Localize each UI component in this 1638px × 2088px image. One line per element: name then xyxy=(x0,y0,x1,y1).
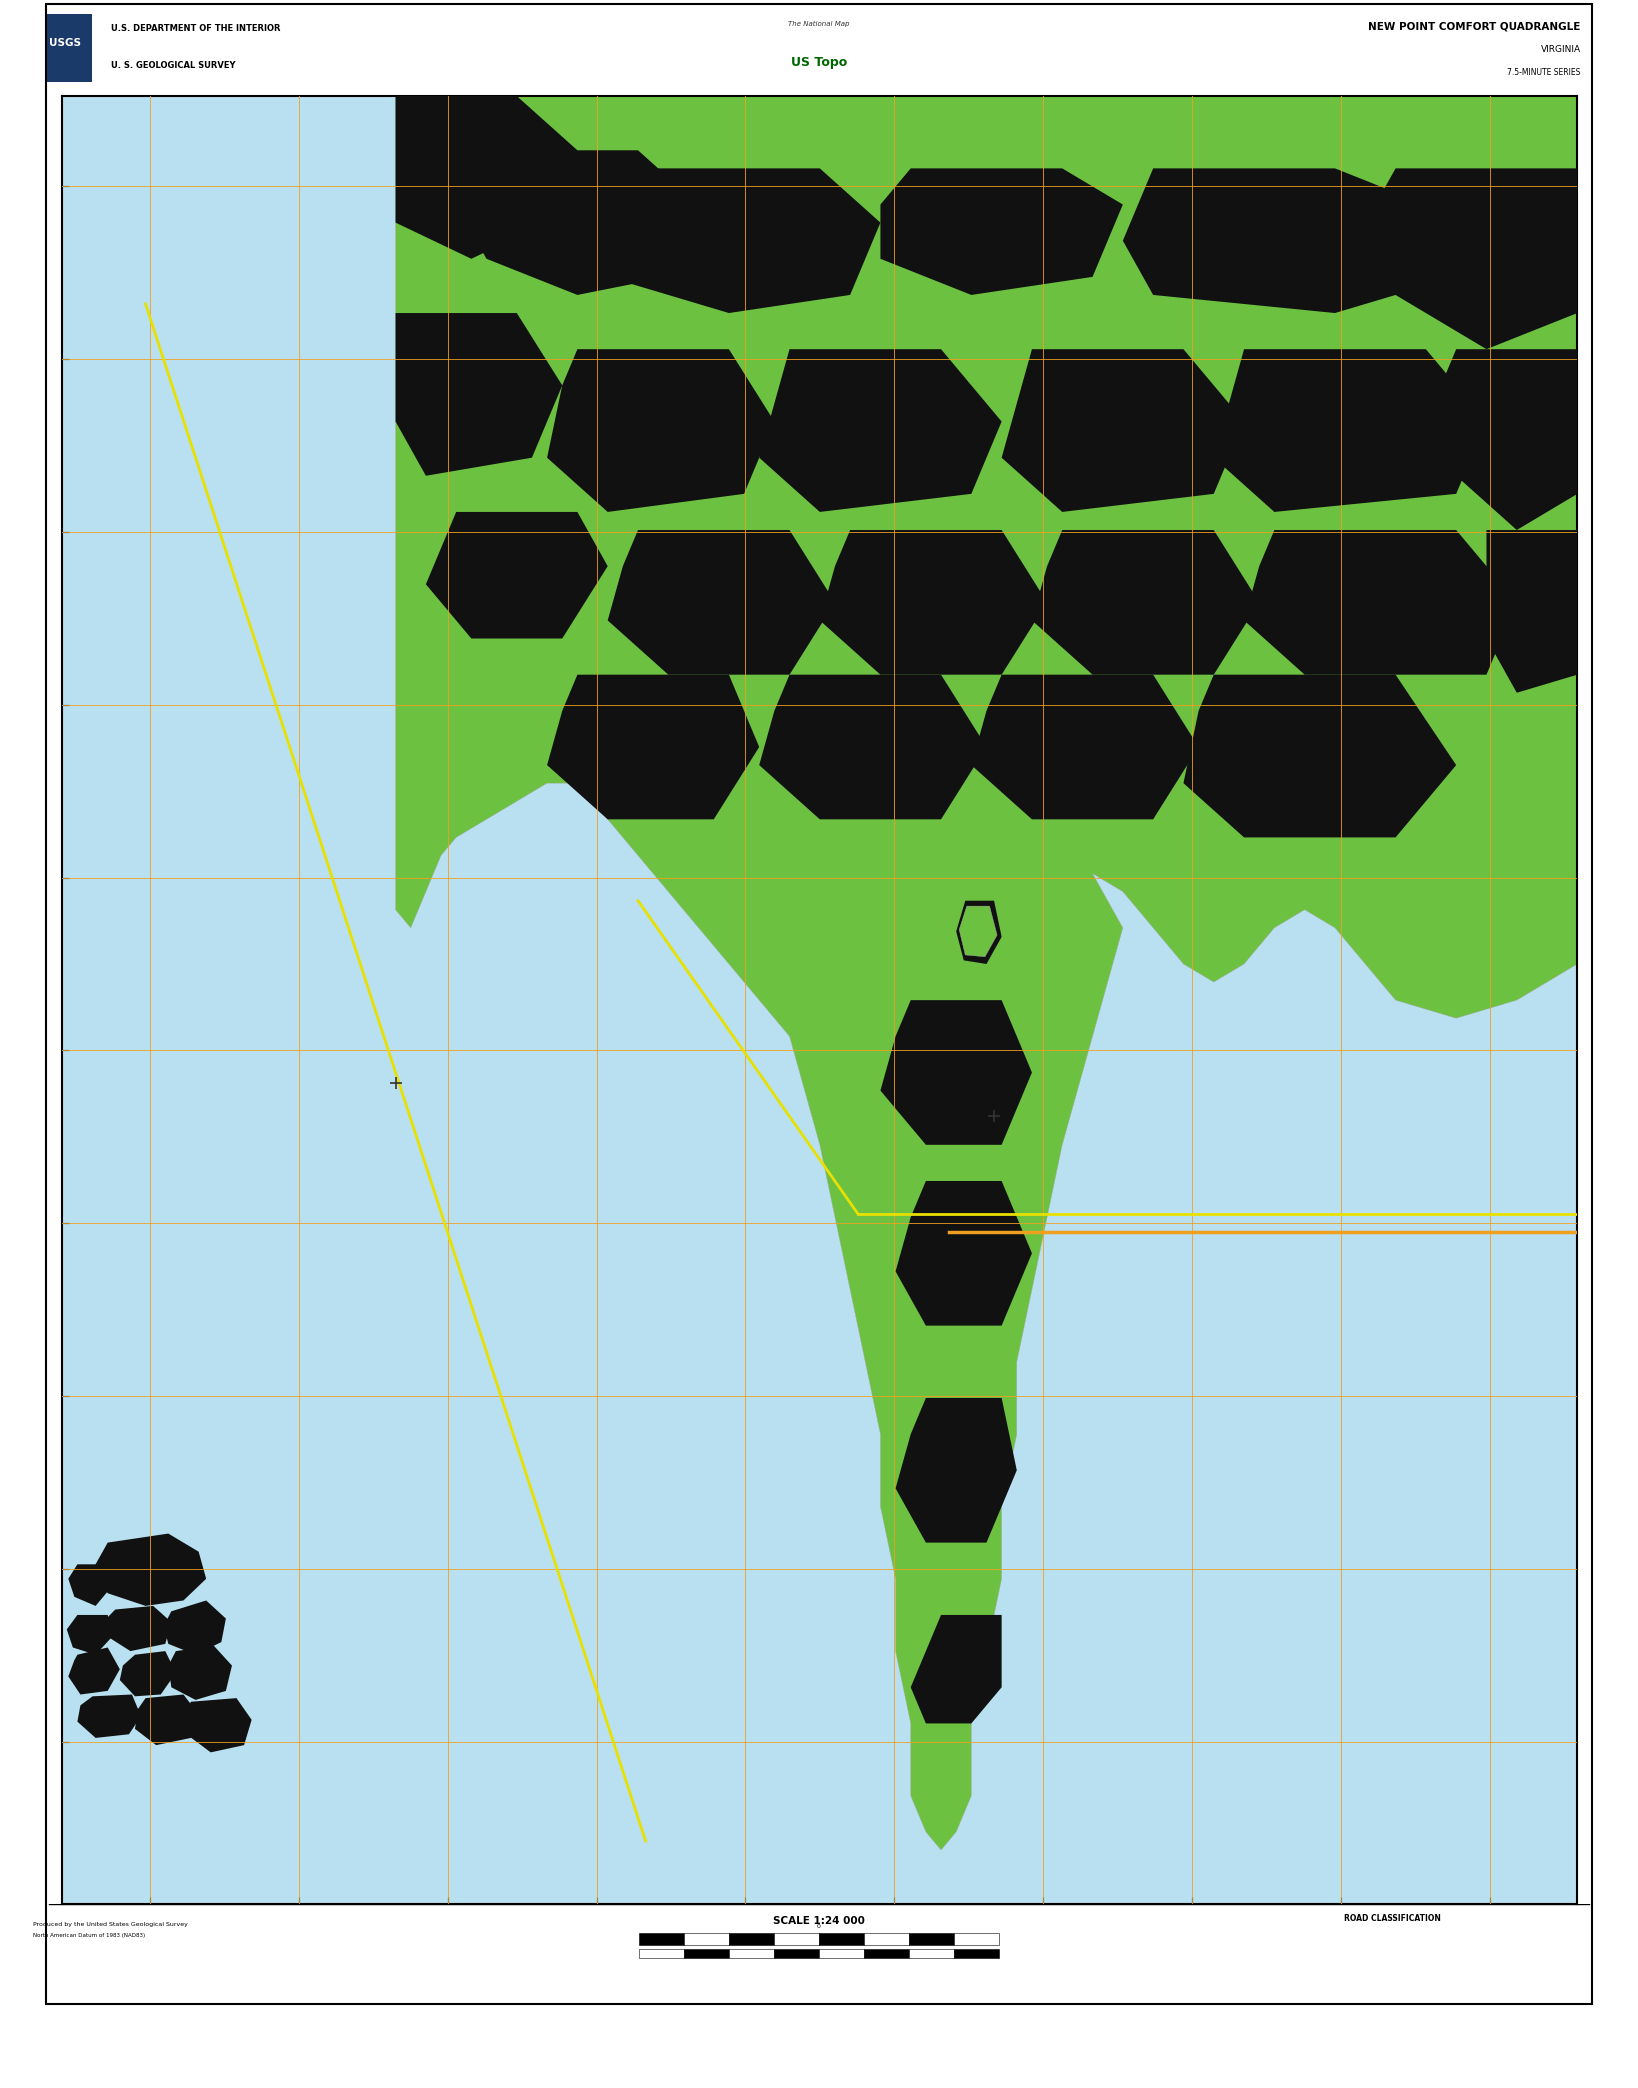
Bar xyxy=(729,1933,775,1944)
Text: 0: 0 xyxy=(817,1925,821,1929)
Bar xyxy=(909,1933,953,1944)
Polygon shape xyxy=(881,169,1124,294)
Text: SCALE 1:24 000: SCALE 1:24 000 xyxy=(773,1917,865,1925)
Polygon shape xyxy=(69,1647,120,1695)
Polygon shape xyxy=(1487,530,1577,693)
Text: VIRGINIA: VIRGINIA xyxy=(1541,46,1581,54)
Polygon shape xyxy=(120,1652,175,1695)
Text: North American Datum of 1983 (NAD83): North American Datum of 1983 (NAD83) xyxy=(33,1933,144,1938)
Polygon shape xyxy=(1183,674,1456,837)
Polygon shape xyxy=(455,150,699,294)
Polygon shape xyxy=(77,1695,141,1737)
Polygon shape xyxy=(760,674,986,818)
Polygon shape xyxy=(426,512,608,639)
Polygon shape xyxy=(547,349,775,512)
Polygon shape xyxy=(547,674,760,818)
Bar xyxy=(775,1933,819,1944)
Polygon shape xyxy=(911,1614,1002,1723)
Polygon shape xyxy=(164,1601,226,1654)
Bar xyxy=(819,1933,865,1944)
Text: NEW POINT COMFORT QUADRANGLE: NEW POINT COMFORT QUADRANGLE xyxy=(1368,21,1581,31)
Polygon shape xyxy=(896,1182,1032,1326)
Bar xyxy=(953,1933,999,1944)
Polygon shape xyxy=(957,900,1002,965)
Text: The National Map: The National Map xyxy=(788,21,850,27)
Polygon shape xyxy=(105,1606,172,1652)
Polygon shape xyxy=(881,1000,1032,1144)
Polygon shape xyxy=(960,906,998,956)
Text: Produced by the United States Geological Survey: Produced by the United States Geological… xyxy=(33,1921,188,1927)
Polygon shape xyxy=(69,1564,111,1606)
Text: ROAD CLASSIFICATION: ROAD CLASSIFICATION xyxy=(1343,1915,1441,1923)
Polygon shape xyxy=(1214,349,1487,512)
Text: U. S. GEOLOGICAL SURVEY: U. S. GEOLOGICAL SURVEY xyxy=(111,61,236,69)
Polygon shape xyxy=(183,1698,252,1752)
Polygon shape xyxy=(1002,349,1245,512)
Polygon shape xyxy=(67,1614,113,1654)
Bar xyxy=(819,1948,865,1959)
Polygon shape xyxy=(608,530,835,674)
Bar xyxy=(639,1948,685,1959)
Text: 7.5-MINUTE SERIES: 7.5-MINUTE SERIES xyxy=(1507,67,1581,77)
Text: U.S. DEPARTMENT OF THE INTERIOR: U.S. DEPARTMENT OF THE INTERIOR xyxy=(111,25,280,33)
Polygon shape xyxy=(1425,349,1577,530)
Bar xyxy=(46,15,92,81)
Bar xyxy=(685,1948,729,1959)
Text: USGS: USGS xyxy=(49,38,82,48)
Bar xyxy=(953,1948,999,1959)
Polygon shape xyxy=(92,1533,206,1606)
Polygon shape xyxy=(578,169,881,313)
Polygon shape xyxy=(396,96,1577,1850)
Polygon shape xyxy=(396,313,562,476)
Polygon shape xyxy=(1245,530,1517,674)
Polygon shape xyxy=(396,96,578,259)
Polygon shape xyxy=(760,349,1002,512)
Bar xyxy=(639,1933,685,1944)
Bar xyxy=(865,1933,909,1944)
Polygon shape xyxy=(821,530,1047,674)
Polygon shape xyxy=(1364,169,1577,349)
Polygon shape xyxy=(971,674,1199,818)
Polygon shape xyxy=(169,1645,233,1700)
Polygon shape xyxy=(1124,169,1456,313)
Bar xyxy=(685,1933,729,1944)
Polygon shape xyxy=(1032,530,1260,674)
Text: US Topo: US Topo xyxy=(791,56,847,69)
Polygon shape xyxy=(896,1399,1017,1543)
Bar xyxy=(909,1948,953,1959)
Polygon shape xyxy=(134,1695,198,1746)
Bar xyxy=(729,1948,775,1959)
Bar xyxy=(775,1948,819,1959)
Bar xyxy=(865,1948,909,1959)
